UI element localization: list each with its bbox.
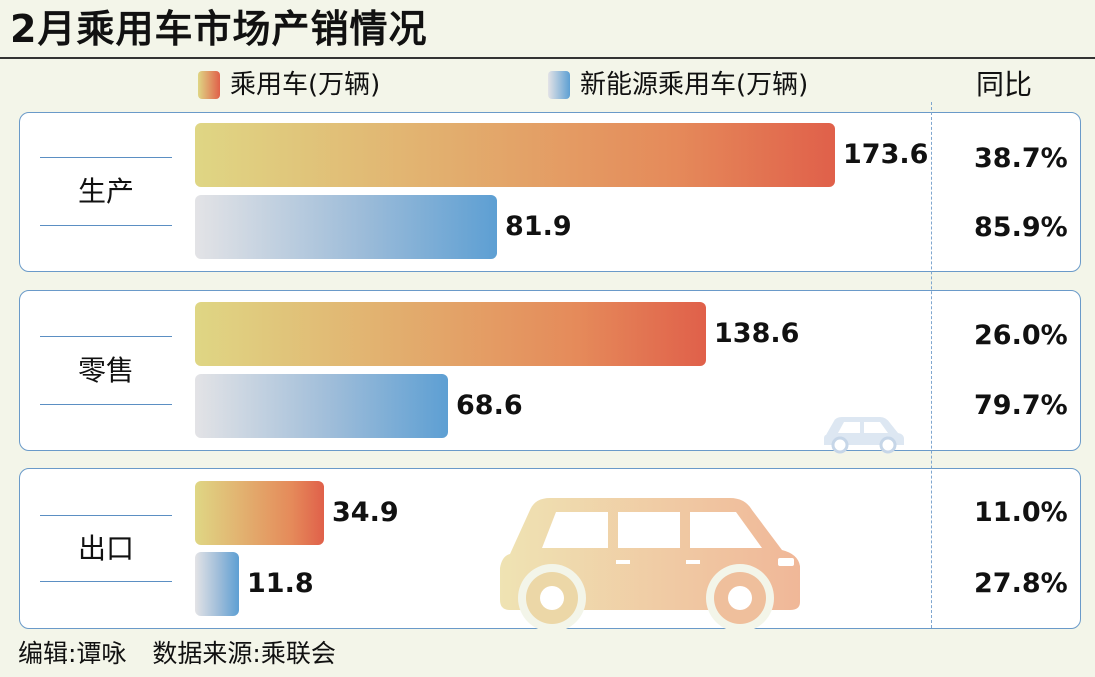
yoy-header: 同比 [976,68,1033,101]
bar-car-export [195,481,324,545]
category-rule [40,404,172,405]
category-label-production: 生产 [77,175,134,208]
legend-item-car: 乘用车(万辆) [198,70,380,100]
yoy-car-export: 11.0% [974,497,1068,528]
category-rule [40,225,172,226]
yoy-car-production: 38.7% [974,143,1068,174]
category-rule [40,515,172,516]
value-label-car-retail: 138.6 [714,318,800,349]
bar-nev-retail [195,374,448,438]
suv-illustration [500,498,800,632]
chart-title: 2月乘用车市场产销情况 [10,7,428,51]
legend-item-nev: 新能源乘用车(万辆) [548,70,808,100]
yoy-nev-production: 85.9% [974,212,1068,243]
bar-car-retail [195,302,706,366]
bar-car-production [195,123,835,187]
legend-label-car: 乘用车(万辆) [230,70,381,100]
category-label-retail: 零售 [77,354,134,387]
value-label-nev-retail: 68.6 [456,390,523,421]
yoy-divider [931,102,932,628]
bar-nev-production [195,195,497,259]
footer-editor: 编辑:谭咏 [18,639,127,668]
footer-source: 数据来源:乘联会 [152,639,336,668]
value-label-nev-production: 81.9 [505,211,572,242]
bar-nev-export [195,552,239,616]
yoy-car-retail: 26.0% [974,320,1068,351]
car-icon [824,417,904,454]
category-rule [40,581,172,582]
yoy-nev-retail: 79.7% [974,390,1068,421]
value-label-nev-export: 11.8 [247,568,314,599]
title-divider [0,57,1095,59]
value-label-car-export: 34.9 [332,497,399,528]
category-rule [40,336,172,337]
legend-label-nev: 新能源乘用车(万辆) [580,70,809,100]
category-rule [40,157,172,158]
legend-swatch-nev [548,71,570,99]
footer: 编辑:谭咏 数据来源:乘联会 [18,638,336,670]
value-label-car-production: 173.6 [843,139,929,170]
yoy-nev-export: 27.8% [974,568,1068,599]
legend-swatch-car [198,71,220,99]
category-label-export: 出口 [77,532,134,565]
